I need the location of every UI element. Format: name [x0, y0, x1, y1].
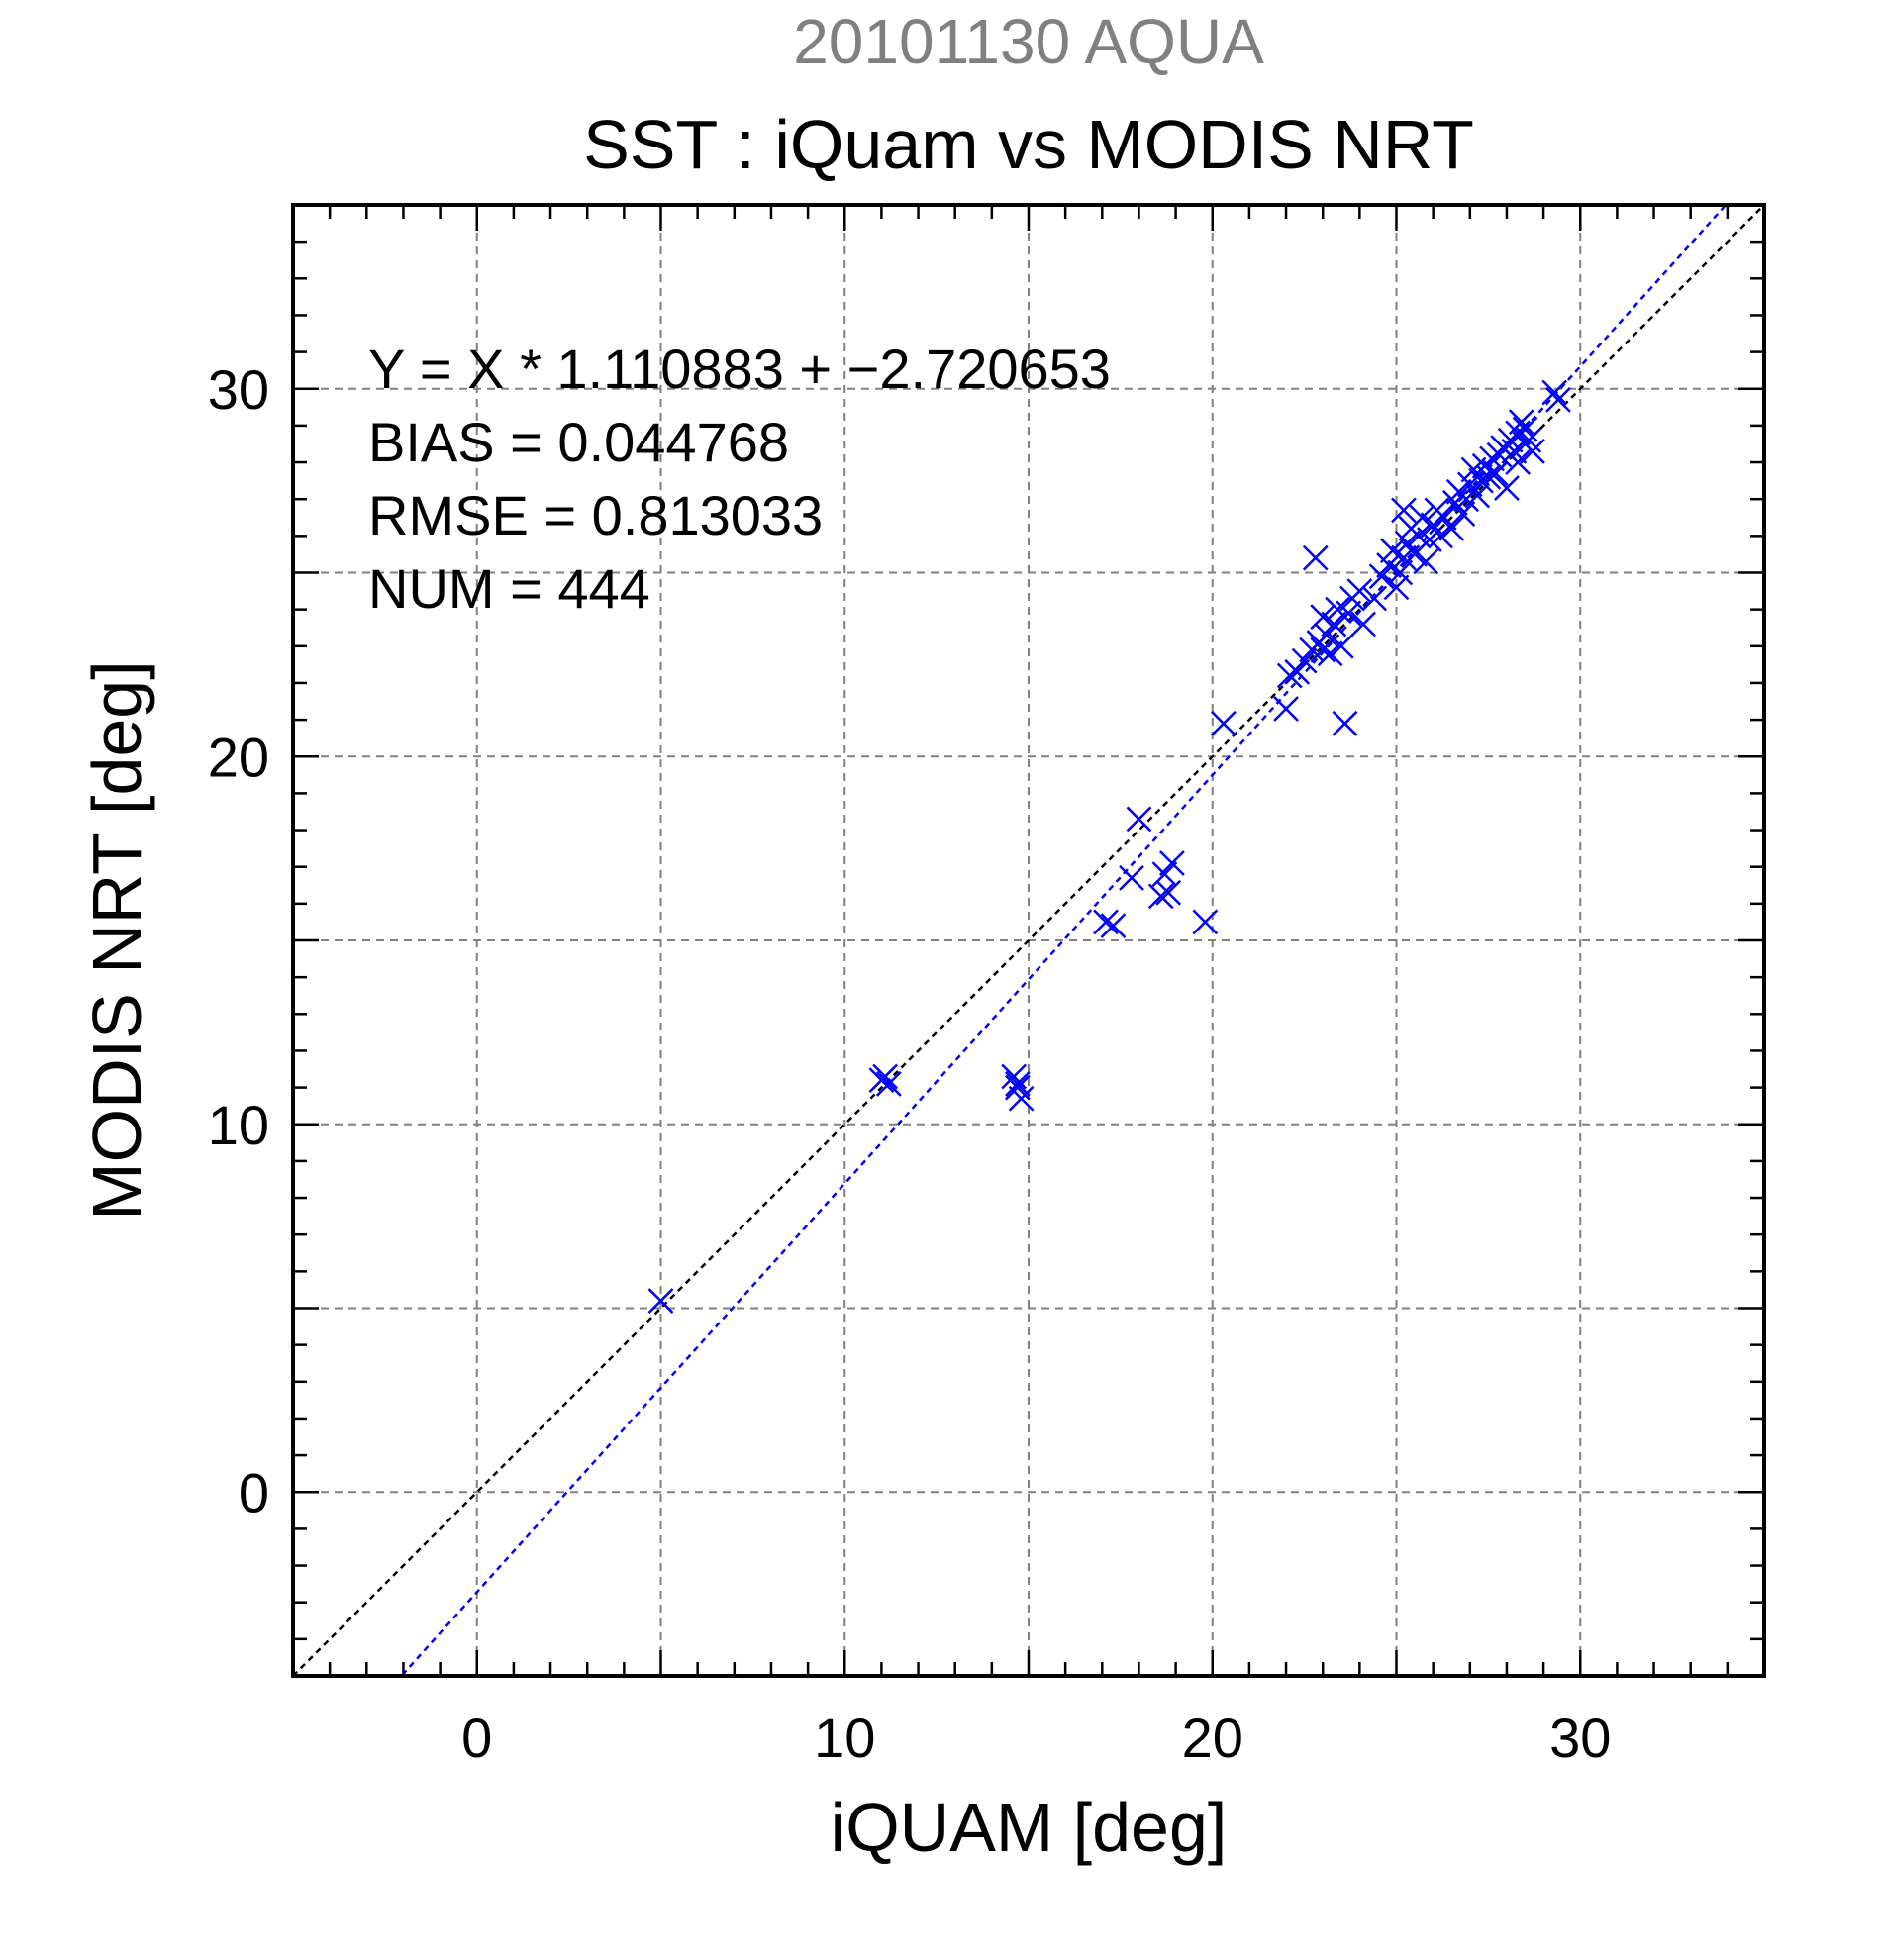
data-point: [1438, 516, 1465, 541]
data-point: [1512, 416, 1538, 442]
data-point: [1383, 574, 1410, 601]
data-point: [1468, 467, 1494, 494]
data-point: [1387, 559, 1414, 586]
stats-annotation: Y = X * 1.110883 + −2.720653 BIAS = 0.04…: [368, 338, 1111, 620]
data-point: [1192, 909, 1219, 935]
data-point: [1126, 806, 1152, 833]
y-axis-label: MODIS NRT [deg]: [78, 660, 155, 1220]
data-point: [1100, 913, 1127, 939]
data-point: [1302, 544, 1329, 571]
rmse-value: RMSE = 0.813033: [368, 484, 823, 546]
data-point: [1284, 658, 1311, 685]
data-point: [1505, 449, 1531, 475]
data-point: [1520, 439, 1545, 464]
data-point: [1379, 538, 1406, 564]
data-point: [1093, 909, 1119, 935]
data-point: [647, 1288, 674, 1314]
x-axis-label: iQUAM [deg]: [831, 1789, 1228, 1866]
num-value: NUM = 444: [368, 557, 650, 620]
data-point: [1545, 387, 1571, 413]
data-point: [1413, 548, 1439, 575]
bias-value: BIAS = 0.044768: [368, 411, 789, 473]
data-point: [1464, 482, 1491, 509]
minor-ticks: [293, 205, 1764, 1676]
data-point: [1346, 578, 1373, 604]
data-point: [1273, 696, 1299, 722]
data-point: [1211, 710, 1237, 736]
data-point: [1336, 600, 1362, 627]
x-tick-labels: 0 10 20 30: [461, 1707, 1611, 1769]
data-point: [1508, 409, 1534, 436]
data-point: [1350, 611, 1376, 637]
data-point: [1004, 1074, 1031, 1101]
data-point: [1147, 883, 1174, 910]
x-tick-label: 30: [1549, 1707, 1611, 1769]
data-point: [1119, 864, 1144, 891]
data-point: [1541, 379, 1568, 406]
y-tick-label: 20: [208, 726, 269, 788]
data-point: [1151, 861, 1178, 888]
chart-title: SST : iQuam vs MODIS NRT: [583, 106, 1474, 183]
data-points: [647, 379, 1571, 1314]
data-point: [1332, 710, 1358, 736]
data-point: [875, 1071, 902, 1097]
y-tick-label: 0: [239, 1461, 269, 1523]
plot-frame: [291, 203, 1766, 1678]
data-point: [1376, 552, 1402, 578]
x-tick-label: 10: [814, 1707, 875, 1769]
data-point: [1328, 633, 1354, 659]
regression-equation: Y = X * 1.110883 + −2.720653: [368, 338, 1111, 400]
data-point: [872, 1063, 898, 1090]
data-point: [1317, 640, 1343, 667]
data-point: [1321, 611, 1347, 637]
data-point: [1361, 585, 1388, 612]
x-tick-label: 20: [1182, 1707, 1243, 1769]
data-point: [1449, 501, 1476, 527]
chart-subtitle: 20101130 AQUA: [793, 6, 1264, 77]
y-tick-label: 30: [208, 358, 269, 421]
data-point: [1291, 647, 1318, 674]
data-point: [1494, 475, 1520, 501]
data-point: [1159, 850, 1185, 876]
data-point: [1486, 441, 1513, 468]
data-point: [1310, 604, 1336, 630]
y-tick-label: 10: [208, 1094, 269, 1156]
data-point: [1004, 1071, 1031, 1097]
data-point: [1391, 497, 1417, 524]
y-tick-labels: 0 10 20 30: [208, 358, 269, 1524]
x-tick-label: 0: [461, 1707, 492, 1769]
